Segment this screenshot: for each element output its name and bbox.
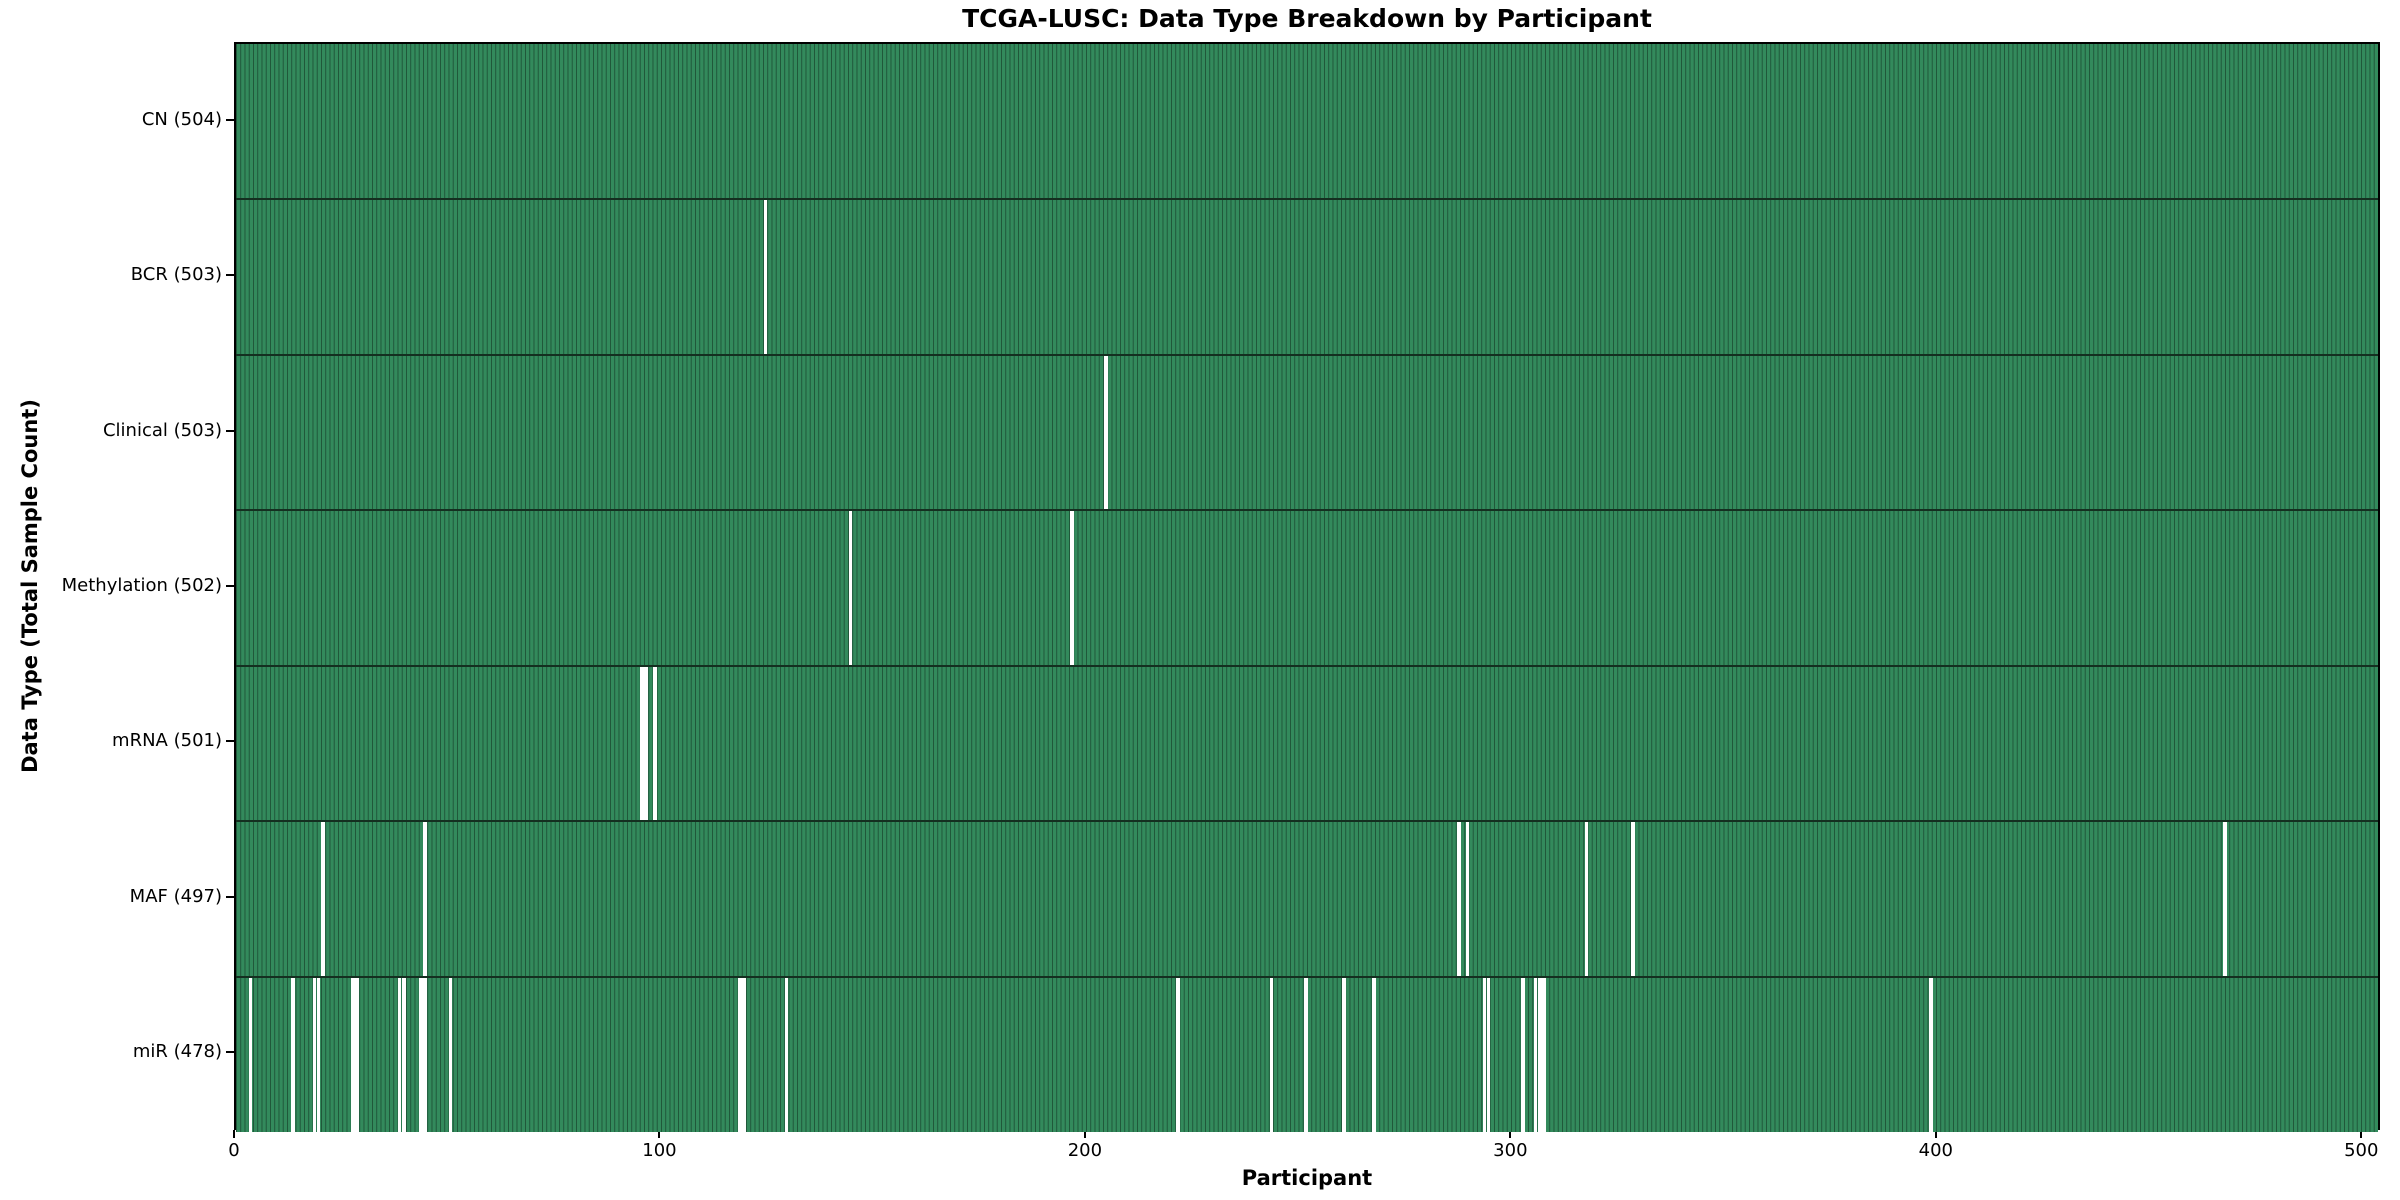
- x-axis-label: Participant: [1241, 1166, 1373, 1190]
- absent-gap-Clinical-204: [1103, 354, 1108, 511]
- x-tick-mark: [1509, 1130, 1512, 1138]
- row-divider: [236, 509, 2378, 512]
- absent-gap-miR-38: [397, 976, 402, 1132]
- y-tick-label-Methylation: Methylation (502): [61, 575, 222, 596]
- y-tick-label-BCR: BCR (503): [130, 264, 222, 286]
- absent-gap-mRNA-95: [640, 665, 644, 822]
- absent-gap-MAF-20: [321, 821, 325, 977]
- absent-gap-miR-251: [1303, 976, 1308, 1132]
- data-row-Methylation: [236, 510, 2378, 666]
- row-divider: [236, 664, 2378, 667]
- absent-gap-BCR-124: [763, 199, 768, 355]
- x-tick-label-0: 0: [228, 1140, 240, 1161]
- x-tick-label-300: 300: [1493, 1140, 1528, 1161]
- absent-gap-MAF-328: [1631, 821, 1636, 977]
- y-tick-mark: [226, 895, 234, 898]
- data-row-MAF: [236, 821, 2378, 977]
- absent-gap-Methylation-144: [848, 510, 853, 666]
- chart-title: TCGA-LUSC: Data Type Breakdown by Partic…: [962, 4, 1652, 33]
- row-divider: [236, 353, 2378, 356]
- x-tick-label-200: 200: [1067, 1140, 1103, 1161]
- y-tick-label-mRNA: mRNA (501): [112, 730, 222, 752]
- absent-gap-miR-243: [1269, 976, 1274, 1132]
- y-tick-mark: [226, 274, 234, 277]
- absent-gap-miR-302: [1520, 976, 1525, 1132]
- absent-gap-miR-118: [738, 976, 742, 1132]
- y-tick-mark: [226, 1051, 234, 1054]
- data-row-CN: [236, 44, 2378, 200]
- y-tick-mark: [226, 429, 234, 432]
- x-tick-mark: [233, 1130, 235, 1138]
- data-row-mRNA: [236, 665, 2378, 822]
- x-tick-mark: [1934, 1130, 1937, 1138]
- absent-gap-MAF-287: [1457, 821, 1461, 977]
- x-tick-mark: [658, 1130, 661, 1138]
- row-divider: [236, 820, 2378, 823]
- absent-gap-mRNA-96: [644, 665, 649, 822]
- data-row-Clinical: [236, 354, 2378, 511]
- x-tick-mark: [2360, 1130, 2363, 1138]
- x-tick-mark: [1083, 1130, 1086, 1138]
- absent-gap-miR-39: [401, 976, 406, 1132]
- data-row-BCR: [236, 199, 2378, 355]
- absent-gap-MAF-467: [2222, 821, 2227, 977]
- row-divider: [236, 198, 2378, 201]
- absent-gap-miR-13: [291, 976, 295, 1132]
- absent-gap-miR-267: [1371, 976, 1376, 1132]
- absent-gap-miR-129: [784, 976, 789, 1132]
- absent-gap-miR-3: [248, 976, 253, 1132]
- absent-gap-miR-293: [1482, 976, 1487, 1132]
- absent-gap-miR-305: [1533, 976, 1538, 1132]
- y-tick-mark: [226, 740, 234, 743]
- absent-gap-Methylation-196: [1069, 510, 1074, 666]
- absent-gap-miR-28: [355, 976, 359, 1132]
- y-tick-mark: [226, 585, 234, 587]
- absent-gap-miR-221: [1176, 976, 1180, 1132]
- absent-gap-MAF-289: [1465, 821, 1470, 977]
- absent-gap-miR-119: [742, 976, 746, 1132]
- plot-area: Present Absent: [234, 42, 2380, 1132]
- x-tick-label-100: 100: [642, 1140, 677, 1161]
- absent-gap-miR-307: [1542, 976, 1546, 1132]
- absent-gap-miR-306: [1537, 976, 1542, 1132]
- absent-gap-miR-19: [316, 976, 321, 1132]
- absent-gap-miR-43: [418, 976, 423, 1132]
- absent-gap-miR-398: [1929, 976, 1933, 1132]
- y-tick-label-MAF: MAF (497): [129, 885, 222, 907]
- x-tick-label-400: 400: [1918, 1140, 1953, 1161]
- absent-gap-miR-50: [448, 976, 453, 1132]
- y-tick-mark: [226, 118, 234, 121]
- absent-gap-MAF-44: [423, 821, 427, 977]
- absent-gap-miR-44: [423, 976, 427, 1132]
- y-tick-label-miR: miR (478): [132, 1041, 222, 1063]
- row-divider: [236, 975, 2378, 978]
- absent-gap-miR-18: [312, 976, 317, 1132]
- absent-gap-miR-260: [1342, 976, 1346, 1132]
- y-tick-label-CN: CN (504): [141, 108, 222, 130]
- absent-gap-mRNA-98: [652, 665, 657, 822]
- x-tick-label-500: 500: [2344, 1140, 2379, 1161]
- absent-gap-MAF-317: [1584, 821, 1589, 977]
- absent-gap-miR-27: [350, 976, 355, 1132]
- absent-gap-miR-294: [1486, 976, 1491, 1132]
- y-tick-label-Clinical: Clinical (503): [102, 419, 222, 441]
